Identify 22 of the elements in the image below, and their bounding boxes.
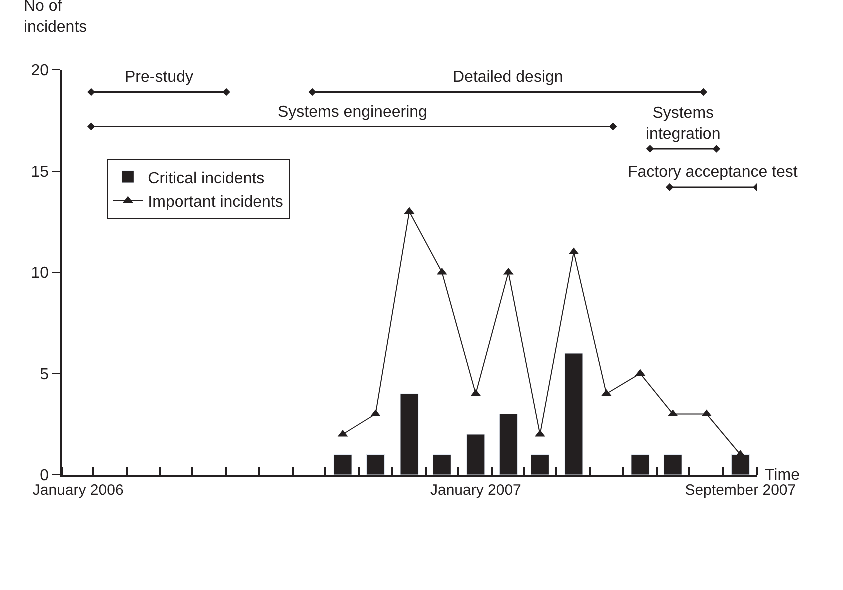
point	[609, 122, 618, 131]
legend-label: Important incidents	[148, 194, 284, 212]
point	[700, 88, 708, 96]
series-label: Systems integration	[646, 105, 721, 143]
series-label: Systems engineering	[278, 104, 428, 121]
series-label: Pre-study	[125, 69, 194, 86]
legend-label: Critical incidents	[148, 170, 265, 188]
series-label: Detailed design	[453, 69, 564, 86]
point	[646, 145, 654, 153]
point	[88, 122, 96, 131]
point	[308, 88, 316, 96]
point	[88, 88, 96, 96]
point	[712, 145, 721, 153]
point	[222, 88, 230, 96]
y-tick-label: 20	[31, 62, 50, 80]
y-tick-label: 15	[31, 164, 50, 181]
x-tick-label: January 2007	[430, 482, 522, 499]
series-label: Factory acceptance test	[628, 164, 798, 181]
x-tick-label: September 2007	[685, 482, 796, 499]
y-tick-label: 10	[31, 265, 50, 282]
y-tick-label: 5	[40, 366, 50, 384]
x-axis-title: Time	[765, 467, 800, 484]
